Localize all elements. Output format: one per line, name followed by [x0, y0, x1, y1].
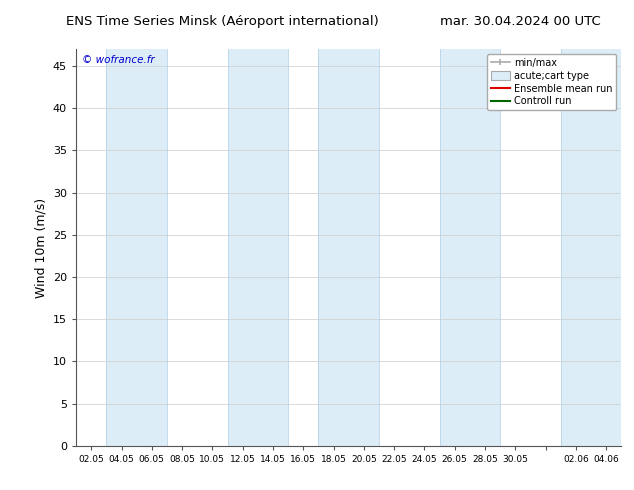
- Bar: [107, 49, 167, 446]
- Text: mar. 30.04.2024 00 UTC: mar. 30.04.2024 00 UTC: [439, 15, 600, 28]
- Text: ENS Time Series Minsk (Aéroport international): ENS Time Series Minsk (Aéroport internat…: [65, 15, 378, 28]
- Text: © wofrance.fr: © wofrance.fr: [82, 55, 154, 65]
- Bar: [228, 49, 288, 446]
- Bar: [318, 49, 379, 446]
- Y-axis label: Wind 10m (m/s): Wind 10m (m/s): [34, 197, 48, 297]
- Bar: [560, 49, 621, 446]
- Legend: min/max, acute;cart type, Ensemble mean run, Controll run: min/max, acute;cart type, Ensemble mean …: [487, 54, 616, 110]
- Bar: [439, 49, 500, 446]
